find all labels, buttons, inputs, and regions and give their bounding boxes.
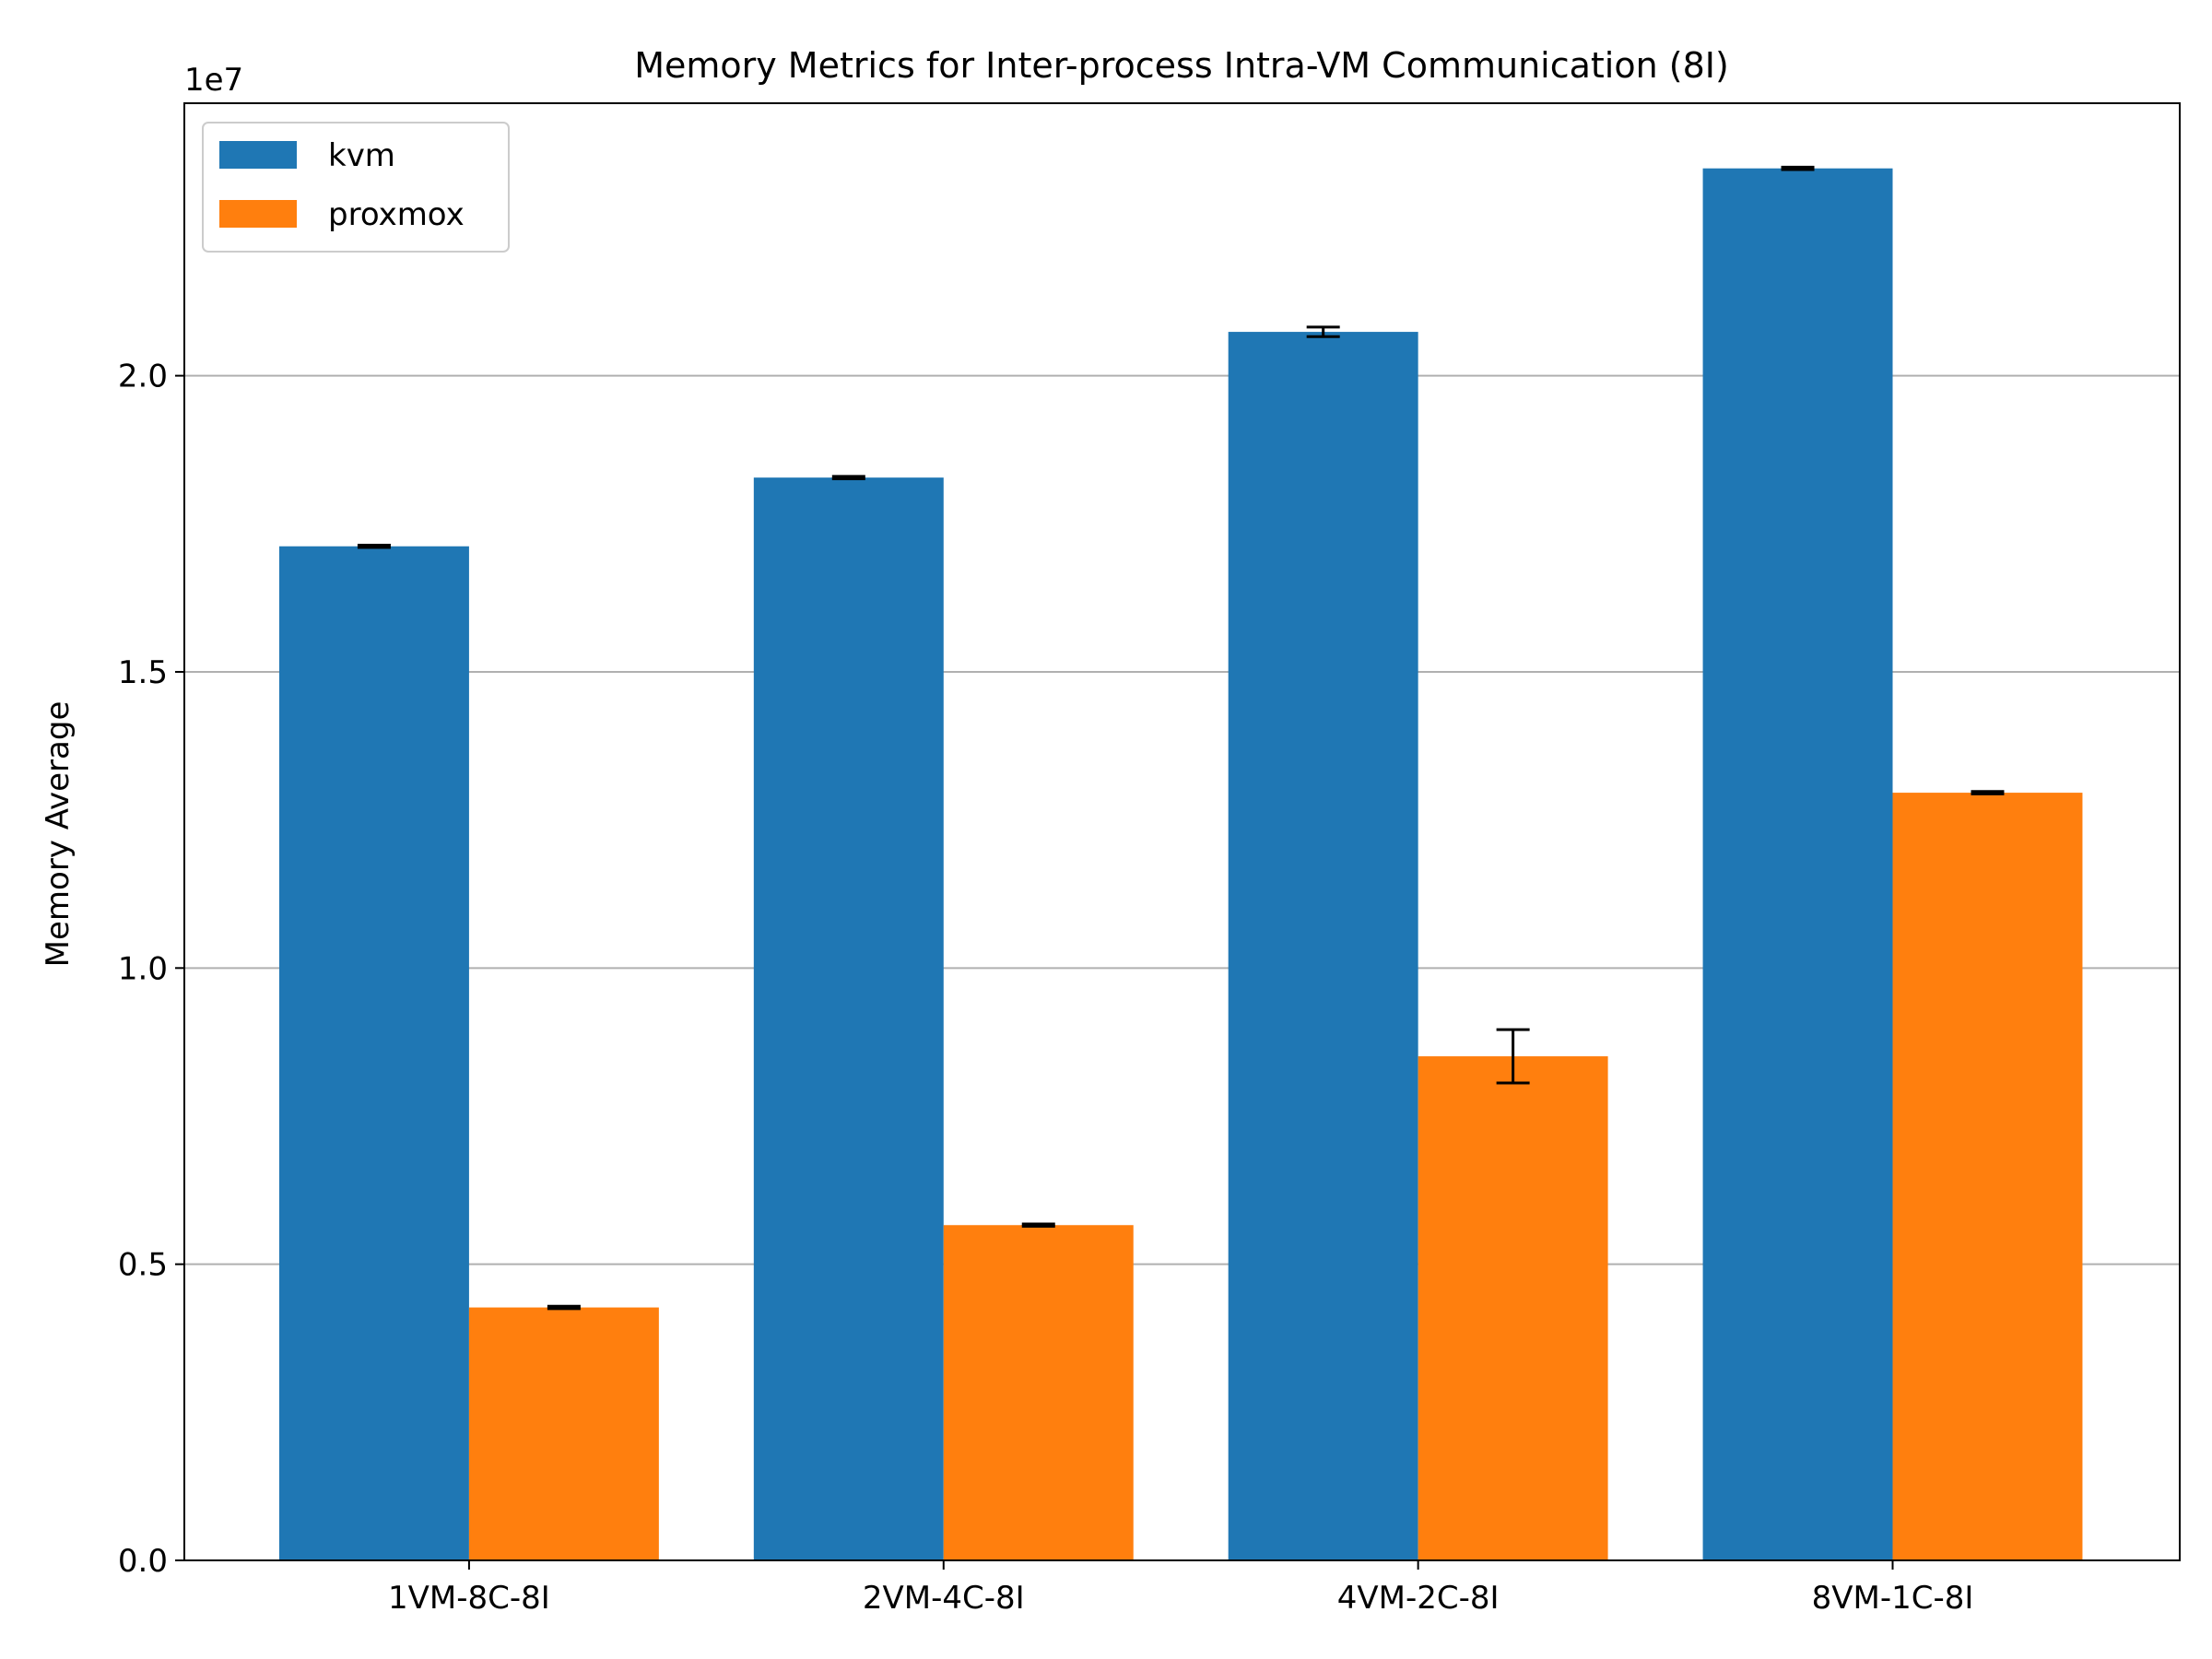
legend-label-proxmox: proxmox bbox=[328, 196, 465, 233]
bar-kvm-8VM-1C-8I bbox=[1702, 168, 1893, 1561]
x-tick-label: 1VM-8C-8I bbox=[388, 1580, 550, 1617]
bar-proxmox-4VM-2C-8I bbox=[1418, 1056, 1608, 1560]
bar-proxmox-2VM-4C-8I bbox=[943, 1225, 1134, 1560]
y-axis-offset-label: 1e7 bbox=[184, 62, 243, 99]
error-bars bbox=[357, 165, 2005, 1311]
legend-swatch-kvm bbox=[219, 141, 297, 169]
y-tick-label: 0.0 bbox=[118, 1543, 168, 1580]
bar-kvm-4VM-2C-8I bbox=[1228, 332, 1418, 1560]
x-axis-ticks: 1VM-8C-8I 2VM-4C-8I 4VM-2C-8I 8VM-1C-8I bbox=[388, 1560, 1973, 1617]
bar-kvm-1VM-8C-8I bbox=[278, 546, 469, 1560]
x-tick-label: 8VM-1C-8I bbox=[1812, 1580, 1974, 1617]
bar-proxmox-8VM-1C-8I bbox=[1892, 793, 2083, 1560]
bar-kvm-2VM-4C-8I bbox=[753, 477, 944, 1561]
y-tick-label: 0.5 bbox=[118, 1247, 168, 1284]
x-tick-label: 4VM-2C-8I bbox=[1337, 1580, 1500, 1617]
bars bbox=[278, 168, 2083, 1561]
y-tick-label: 2.0 bbox=[118, 359, 168, 395]
legend-swatch-proxmox bbox=[219, 200, 297, 228]
x-tick-label: 2VM-4C-8I bbox=[863, 1580, 1025, 1617]
y-axis-ticks: 0.0 0.5 1.0 1.5 2.0 bbox=[118, 359, 184, 1580]
y-axis-label: Memory Average bbox=[40, 701, 76, 968]
chart-title: Memory Metrics for Inter-process Intra-V… bbox=[634, 45, 1729, 86]
legend: kvm proxmox bbox=[202, 122, 510, 253]
y-tick-label: 1.0 bbox=[118, 950, 168, 987]
bar-proxmox-1VM-8C-8I bbox=[468, 1307, 659, 1560]
plot-frame bbox=[183, 102, 2181, 1561]
legend-label-kvm: kvm bbox=[328, 137, 395, 174]
y-tick-label: 1.5 bbox=[118, 654, 168, 691]
